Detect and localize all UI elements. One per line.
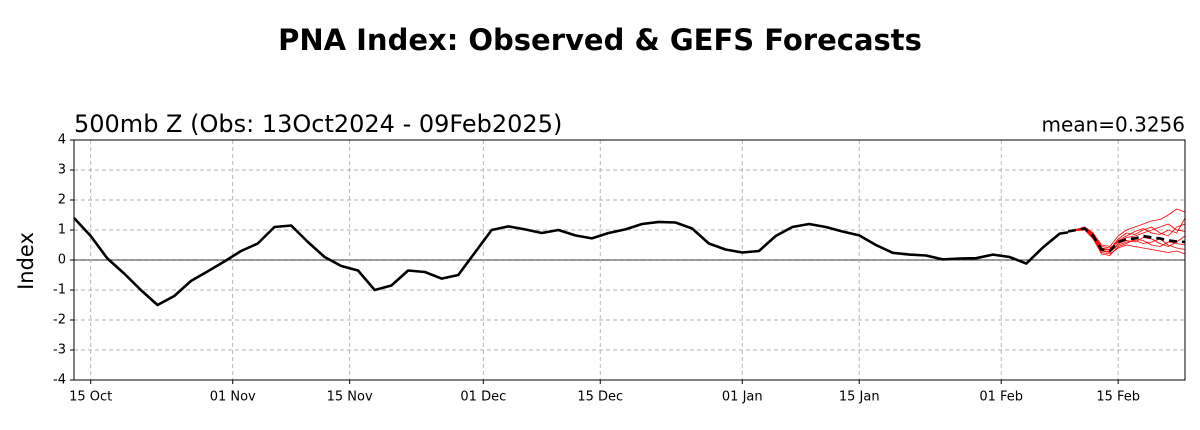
y-axis-label: Index	[14, 232, 38, 290]
x-tick-label: 01 Feb	[979, 390, 1023, 405]
y-tick-label: -2	[53, 313, 66, 328]
x-tick-label: 01 Nov	[210, 390, 256, 405]
y-tick-label: -1	[53, 283, 66, 298]
chart-subtitle: 500mb Z (Obs: 13Oct2024 - 09Feb2025)	[74, 110, 562, 138]
y-tick-label: 0	[58, 253, 66, 268]
x-tick-label: 01 Jan	[722, 390, 763, 405]
forecast-mean-line	[1067, 227, 1186, 253]
x-tick-label: 15 Feb	[1096, 390, 1140, 405]
ensemble-member-line	[1067, 217, 1186, 251]
ensemble-member-line	[1067, 229, 1186, 253]
ensemble-member-line	[1067, 228, 1186, 252]
chart-title: PNA Index: Observed & GEFS Forecasts	[278, 23, 922, 57]
y-tick-label: -3	[53, 343, 66, 358]
ensemble-member-line	[1067, 229, 1186, 256]
y-tick-label: 2	[58, 193, 66, 208]
y-tick-label: 3	[58, 163, 66, 178]
y-tick-label: 1	[58, 223, 66, 238]
x-tick-label: 15 Nov	[327, 390, 373, 405]
mean-annotation: mean=0.3256	[1042, 113, 1185, 137]
x-tick-label: 01 Dec	[460, 390, 506, 405]
y-tick-label: -4	[53, 373, 66, 388]
x-tick-label: 15 Jan	[839, 390, 880, 405]
y-tick-label: 4	[58, 133, 66, 148]
x-tick-label: 15 Oct	[69, 390, 112, 405]
observed-line	[73, 217, 1069, 307]
plot-frame	[73, 139, 1186, 381]
x-tick-label: 15 Dec	[577, 390, 623, 405]
